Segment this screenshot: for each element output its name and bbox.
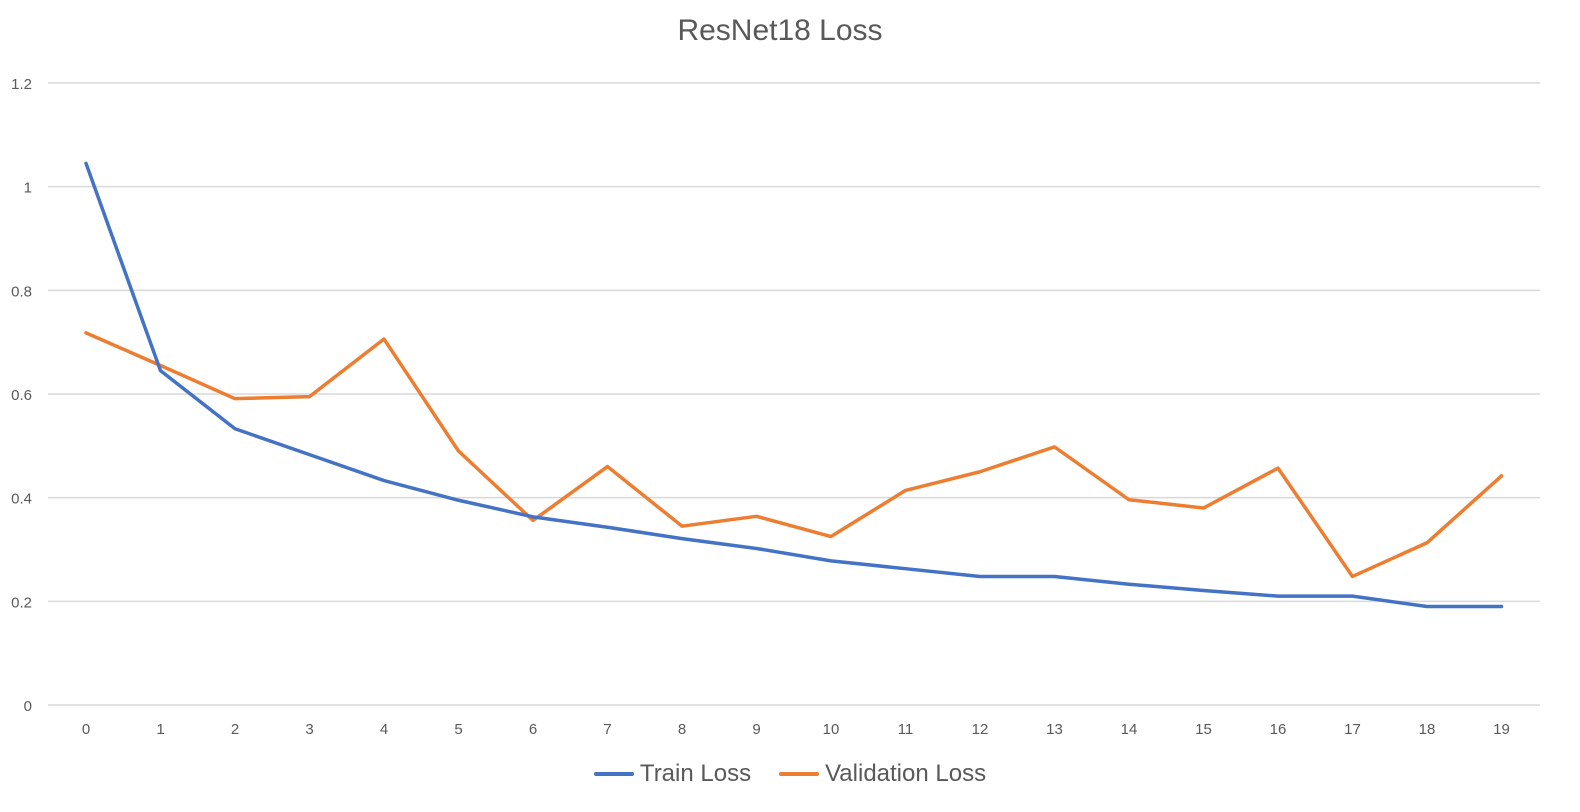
- x-tick-label: 19: [1493, 721, 1510, 738]
- legend-item-validation: Validation Loss: [779, 760, 986, 788]
- x-tick-label: 4: [380, 721, 388, 738]
- x-tick-label: 7: [603, 721, 611, 738]
- x-tick-label: 12: [972, 721, 989, 738]
- x-tick-label: 16: [1270, 721, 1287, 738]
- x-tick-label: 14: [1121, 721, 1138, 738]
- y-tick-label: 0: [24, 698, 32, 715]
- y-tick-label: 0.2: [11, 594, 32, 611]
- y-tick-label: 1.2: [11, 76, 32, 93]
- x-tick-label: 1: [156, 721, 164, 738]
- y-tick-label: 1: [24, 180, 32, 197]
- legend-label-validation: Validation Loss: [825, 760, 987, 787]
- x-tick-label: 13: [1046, 721, 1063, 738]
- series-line-train: [84, 161, 1504, 609]
- series-line-validation: [84, 331, 1504, 579]
- chart-title: ResNet18 Loss: [677, 14, 883, 47]
- legend-item-train: Train Loss: [593, 760, 752, 788]
- legend-swatch-train: [593, 772, 634, 776]
- x-tick-label: 6: [529, 721, 537, 738]
- y-tick-label: 0.8: [11, 283, 32, 300]
- y-tick-label: 0.6: [11, 387, 32, 404]
- x-tick-label: 10: [823, 721, 840, 738]
- x-tick-label: 17: [1344, 721, 1361, 738]
- legend: Train Loss Validation Loss: [0, 760, 1580, 788]
- x-tick-label: 5: [454, 721, 462, 738]
- y-tick-label: 0.4: [11, 491, 32, 508]
- x-tick-label: 15: [1195, 721, 1212, 738]
- x-tick-label: 8: [678, 721, 686, 738]
- x-tick-label: 0: [82, 721, 90, 738]
- legend-swatch-validation: [779, 772, 820, 776]
- x-tick-label: 3: [305, 721, 313, 738]
- x-tick-label: 9: [752, 721, 760, 738]
- legend-label-train: Train Loss: [639, 760, 752, 787]
- x-tick-label: 18: [1419, 721, 1436, 738]
- x-tick-label: 11: [898, 721, 914, 738]
- x-tick-label: 2: [231, 721, 239, 738]
